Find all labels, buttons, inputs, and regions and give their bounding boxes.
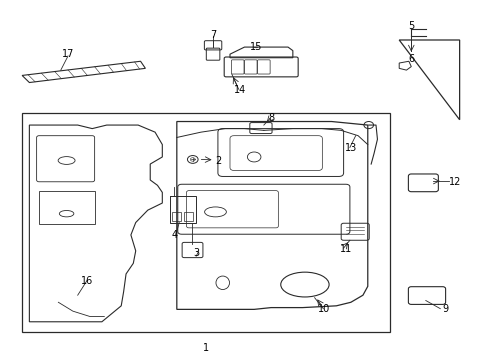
Text: 17: 17 (61, 49, 74, 59)
Text: 10: 10 (318, 304, 330, 314)
Text: 15: 15 (250, 42, 262, 52)
Bar (172, 212, 180, 221)
Text: 9: 9 (441, 304, 447, 314)
Bar (39, 191, 95, 224)
Text: 1: 1 (203, 343, 208, 354)
Text: 5: 5 (407, 21, 413, 31)
Text: 13: 13 (344, 143, 356, 153)
Text: 4: 4 (171, 230, 177, 240)
Text: 16: 16 (81, 276, 93, 286)
Text: 11: 11 (339, 244, 351, 254)
Text: 6: 6 (407, 54, 413, 64)
Bar (169, 196, 196, 222)
Text: 8: 8 (267, 113, 274, 123)
Text: 14: 14 (233, 85, 245, 95)
Text: 2: 2 (214, 156, 221, 166)
Text: 7: 7 (209, 30, 216, 40)
Bar (22, 113, 389, 332)
Bar (183, 212, 192, 221)
Text: 12: 12 (447, 177, 460, 187)
Text: 3: 3 (193, 248, 199, 258)
